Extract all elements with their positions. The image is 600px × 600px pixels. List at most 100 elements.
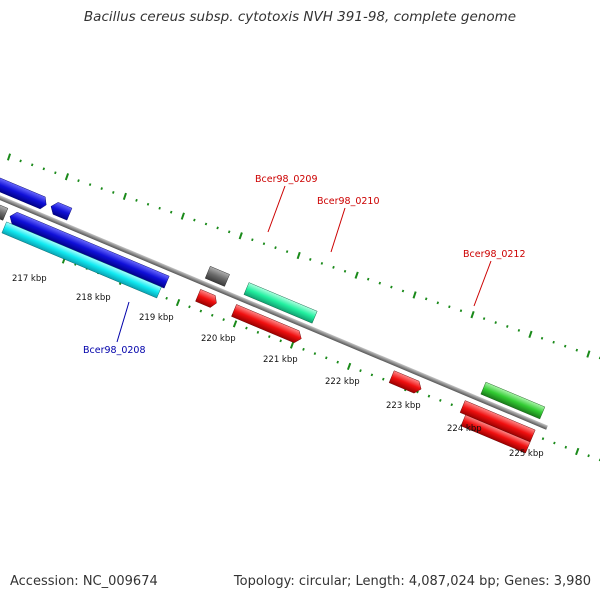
minor-tick-mark <box>424 297 428 301</box>
major-tick-mark <box>122 192 127 201</box>
minor-tick-mark <box>552 340 555 344</box>
leader-line <box>116 301 130 343</box>
tick-label: 224 kbp <box>447 424 482 434</box>
minor-tick-mark <box>563 344 567 348</box>
minor-tick-mark <box>262 242 266 246</box>
minor-tick-mark <box>222 318 225 322</box>
minor-tick-mark <box>169 210 173 214</box>
gene-label-0208[interactable]: Bcer98_0208 <box>83 345 146 356</box>
minor-tick-mark <box>506 325 509 328</box>
tick-label: 220 kbp <box>201 334 236 344</box>
minor-tick-mark <box>564 445 568 449</box>
gene-arrow-teal[interactable] <box>243 282 318 324</box>
gene-arrow-blue[interactable] <box>0 135 49 211</box>
map-title: Bacillus cereus subsp. cytotoxis NVH 391… <box>83 9 517 25</box>
leader-line <box>473 260 492 307</box>
tick-label: 217 kbp <box>12 274 47 284</box>
minor-tick-mark <box>320 261 324 265</box>
major-tick-mark <box>180 212 185 220</box>
tick-label: 219 kbp <box>139 313 174 323</box>
tick-label: 221 kbp <box>263 355 298 365</box>
minor-tick-mark <box>268 335 271 339</box>
minor-tick-mark <box>227 230 231 234</box>
minor-tick-mark <box>88 183 92 187</box>
gene-arrow-red[interactable] <box>460 414 531 454</box>
leader-line <box>330 207 346 253</box>
major-tick-mark <box>6 153 12 161</box>
minor-tick-mark <box>553 441 556 445</box>
accession-text: Accession: NC_009674 <box>10 574 158 589</box>
major-tick-mark <box>64 173 70 181</box>
genome-backbone <box>0 146 548 430</box>
minor-tick-mark <box>285 250 289 254</box>
minor-tick-mark <box>336 360 339 364</box>
minor-tick-mark <box>325 356 328 360</box>
minor-tick-mark <box>401 289 405 293</box>
gene-arrow-red[interactable] <box>388 370 424 395</box>
gene-label-0209[interactable]: Bcer98_0209 <box>255 174 318 185</box>
major-tick-mark <box>238 232 243 240</box>
gene-arrow-green[interactable] <box>480 381 546 420</box>
minor-tick-mark <box>77 179 80 183</box>
minor-tick-mark <box>216 226 219 230</box>
major-tick-mark <box>575 447 580 456</box>
tick-label: 225 kbp <box>509 449 544 459</box>
minor-tick-mark <box>450 403 454 407</box>
minor-tick-mark <box>279 339 282 343</box>
minor-tick-mark <box>309 258 312 261</box>
minor-tick-mark <box>459 309 463 313</box>
minor-tick-mark <box>135 198 138 202</box>
minor-tick-mark <box>245 326 248 330</box>
minor-tick-mark <box>42 167 46 171</box>
minor-tick-mark <box>494 321 497 324</box>
major-tick-mark <box>175 298 181 307</box>
gene-label-0212[interactable]: Bcer98_0212 <box>463 249 526 260</box>
minor-tick-mark <box>390 285 393 289</box>
minor-tick-mark <box>204 222 208 226</box>
gene-arrow-gray[interactable] <box>204 266 230 287</box>
leader-line <box>267 185 286 233</box>
forward-strand-genes <box>0 135 546 420</box>
minor-tick-mark <box>193 218 196 222</box>
minor-tick-mark <box>541 437 545 441</box>
gene-arrow-red[interactable] <box>195 289 219 309</box>
minor-tick-mark <box>313 352 317 356</box>
major-tick-mark <box>412 291 417 299</box>
kbp-tick-labels: 217 kbp 218 kbp 219 kbp 220 kbp 221 kbp … <box>12 274 544 459</box>
minor-tick-mark <box>158 206 161 210</box>
gene-arrow-blue[interactable] <box>48 200 73 221</box>
gene-arrow-gray[interactable] <box>0 198 9 221</box>
gene-labels: Bcer98_0209 Bcer98_0210 Bcer98_0212 Bcer… <box>83 174 526 356</box>
reverse-strand-genes <box>0 198 536 454</box>
major-tick-mark <box>346 362 352 371</box>
minor-tick-mark <box>256 330 260 334</box>
tick-label: 222 kbp <box>325 377 360 387</box>
gene-arrow-red[interactable] <box>231 304 303 344</box>
gene-arrow-cyan[interactable] <box>1 221 162 299</box>
minor-tick-mark <box>517 328 521 332</box>
minor-tick-mark <box>251 238 254 242</box>
minor-tick-mark <box>366 277 370 281</box>
minor-tick-mark <box>439 398 442 402</box>
outer-tick-ring <box>6 153 600 360</box>
major-tick-mark <box>296 251 301 260</box>
minor-tick-mark <box>100 187 103 190</box>
minor-tick-mark <box>378 281 382 285</box>
minor-tick-mark <box>19 159 22 163</box>
major-tick-mark <box>232 320 238 328</box>
minor-tick-mark <box>448 305 451 309</box>
minor-tick-mark <box>482 317 486 321</box>
major-tick-mark <box>528 330 533 339</box>
topology-text: Topology: circular; Length: 4,087,024 bp… <box>233 574 591 589</box>
gene-label-0210[interactable]: Bcer98_0210 <box>317 196 380 207</box>
major-tick-mark <box>289 341 295 349</box>
tick-label: 223 kbp <box>386 401 421 411</box>
minor-tick-mark <box>332 265 335 269</box>
minor-tick-mark <box>54 171 57 175</box>
minor-tick-mark <box>165 296 168 300</box>
minor-tick-mark <box>199 309 203 313</box>
minor-tick-mark <box>302 347 305 351</box>
minor-tick-mark <box>30 163 34 167</box>
minor-tick-mark <box>146 202 150 206</box>
